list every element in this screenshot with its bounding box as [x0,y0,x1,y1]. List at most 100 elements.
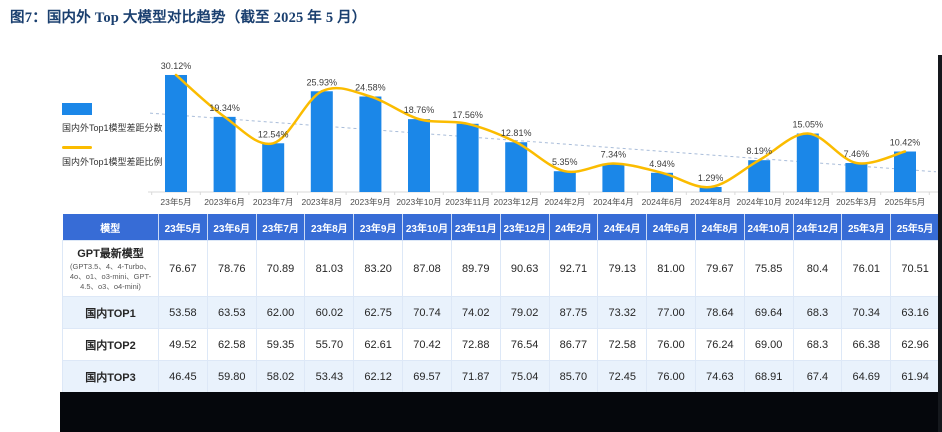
bar [213,116,236,192]
bar [845,163,868,192]
table-cell: 59.35 [255,328,306,361]
table-cell: 77.00 [646,296,696,329]
bar [699,186,722,192]
table-cell: 68.3 [792,328,843,361]
table-row: 国内TOP2 49.52 62.58 59.35 55.70 62.61 70.42 72.8… [62,328,940,361]
column-header: 23年8月 [304,214,355,241]
table-cell: 68.91 [743,360,794,393]
table-cell: 69.64 [743,296,794,329]
row-label: 国内TOP1 [62,296,159,329]
table-cell: 72.45 [597,360,648,393]
x-tick-label: 23年5月 [160,197,191,207]
table-row: 国内TOP3 46.45 59.80 58.02 53.43 62.12 69.57 71.8… [62,360,940,393]
table-cell: 67.4 [792,360,843,393]
table-cell: 62.00 [255,296,306,329]
table-cell: 90.63 [499,240,550,297]
ratio-line [174,73,907,189]
table-cell: 81.00 [646,240,696,297]
legend-bar-swatch [62,103,92,115]
data-label: 17.56% [452,110,483,120]
trend-chart: 30.12% 19.34% 12.54% 25.93% 24.58% 18.76% 17.5… [148,61,940,207]
x-tick-label: 2023年10月 [396,197,441,207]
row-label: GPT最新模型 (GPT3.5、4、4-Turbo、4o、o1、o3-mini、G… [62,240,159,297]
table-cell: 70.51 [890,240,940,297]
table-cell: 75.04 [499,360,550,393]
data-label: 24.58% [355,83,386,93]
table-cell: 68.3 [792,296,843,329]
column-header: 23年7月 [256,214,306,241]
table-cell: 76.24 [694,328,745,361]
table-cell: 60.02 [304,296,355,329]
bar [651,172,673,192]
table-cell: 62.96 [890,328,940,361]
table-cell: 70.42 [402,328,452,361]
table-cell: 79.67 [694,240,745,297]
table-cell: 49.52 [158,328,208,361]
row-label: 国内TOP3 [62,360,159,393]
row-label: 国内TOP2 [62,328,159,361]
table-cell: 70.34 [841,296,892,329]
column-header: 模型 [62,214,159,241]
x-tick-label: 2023年11月 [445,197,490,207]
table-cell: 46.45 [158,360,208,393]
table-cell: 72.58 [597,328,648,361]
table-cell: 81.03 [304,240,355,297]
bar [602,163,625,192]
table-cell: 92.71 [548,240,599,297]
column-header: 25年5月 [890,214,940,241]
table-row: 国内TOP1 53.58 63.53 62.00 60.02 62.75 70.74 74.0… [62,296,940,329]
model-score-table: 模型 23年5月 23年6月 23年7月 23年8月 23年9月 23年10月 23年11月 2… [62,214,940,393]
table-cell: 72.88 [450,328,501,361]
table-cell: 78.76 [206,240,257,297]
column-header: 23年9月 [353,214,404,241]
x-tick-label: 2024年10月 [737,197,782,207]
legend-bar-label: 国内外Top1模型差距分数 [62,123,163,133]
data-label: 30.12% [161,61,192,71]
table-cell: 61.94 [890,360,940,393]
table-cell: 80.4 [792,240,843,297]
table-cell: 55.70 [304,328,355,361]
table-cell: 86.77 [548,328,599,361]
table-cell: 59.80 [206,360,257,393]
x-tick-label: 2023年8月 [301,197,342,207]
table-cell: 76.67 [158,240,208,297]
x-tick-label: 2024年4月 [593,197,634,207]
column-header: 23年10月 [402,214,452,241]
column-header: 24年8月 [695,214,745,241]
data-label: 25.93% [307,77,338,87]
table-cell: 62.58 [206,328,257,361]
column-header: 23年5月 [158,214,208,241]
data-label: 19.34% [209,103,240,113]
column-header: 24年10月 [744,214,794,241]
table-cell: 76.01 [841,240,892,297]
data-label: 7.46% [844,149,870,159]
table-cell: 69.57 [402,360,452,393]
table-cell: 69.00 [743,328,794,361]
bar [894,151,916,192]
data-label: 7.34% [601,149,627,159]
figure-title: 图7：国内外 Top 大模型对比趋势（截至 2025 年 5 月） [10,10,367,26]
data-label: 18.76% [404,105,435,115]
bar [165,74,187,192]
table-cell: 76.00 [646,360,696,393]
table-cell: 70.74 [402,296,452,329]
table-cell: 76.54 [499,328,550,361]
table-cell: 78.64 [694,296,745,329]
bar [262,143,285,192]
legend-line-label: 国内外Top1模型差距比例 [62,157,163,167]
table-cell: 63.16 [890,296,940,329]
table-cell: 62.61 [353,328,404,361]
bar [310,91,333,192]
bar [408,119,430,192]
bar [456,123,479,192]
table-cell: 75.85 [743,240,794,297]
bar [505,142,528,192]
x-tick-label: 2023年7月 [253,197,294,207]
table-cell: 89.79 [450,240,501,297]
table-cell: 87.08 [402,240,452,297]
table-cell: 74.02 [450,296,501,329]
table-cell: 76.00 [646,328,696,361]
bar [359,96,382,192]
bar [553,171,576,192]
data-label: 1.29% [698,173,724,183]
